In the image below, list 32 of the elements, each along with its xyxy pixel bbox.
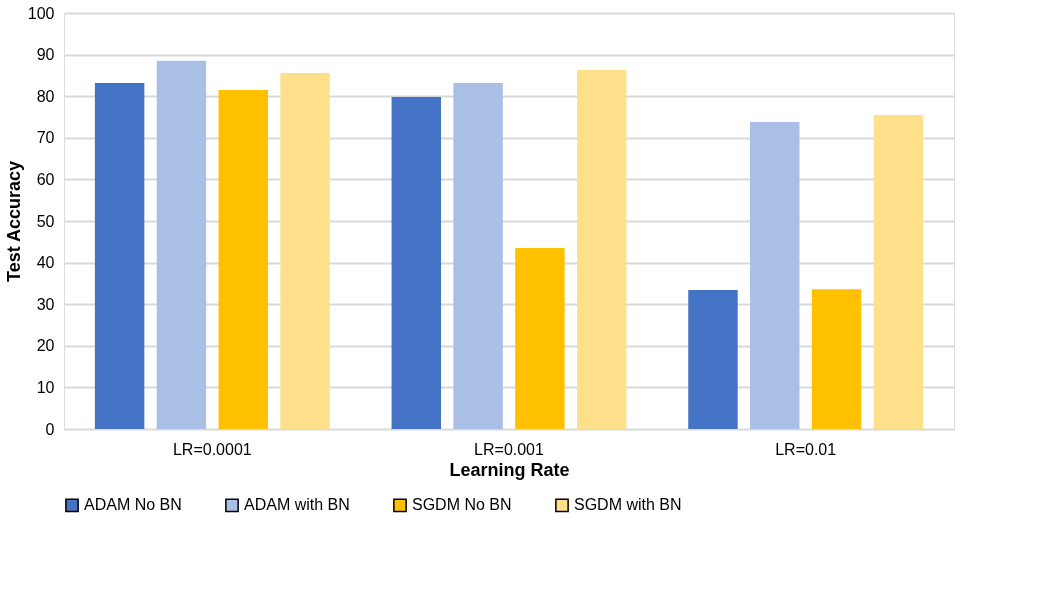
- legend-label: ADAM with BN: [244, 496, 350, 514]
- legend-label: ADAM No BN: [84, 496, 182, 514]
- bar: [280, 72, 330, 429]
- y-axis-title: Test Accuracy: [3, 160, 24, 283]
- y-tick-label: 0: [45, 420, 55, 438]
- legend-label: SGDM with BN: [574, 496, 682, 514]
- bar: [156, 60, 207, 429]
- bar: [873, 114, 924, 429]
- y-tick-label: 70: [36, 129, 55, 147]
- bar: [94, 82, 145, 429]
- x-tick-label: LR=0.0001: [172, 440, 252, 458]
- x-axis-title: Learning Rate: [449, 459, 570, 480]
- bar: [453, 82, 503, 429]
- y-tick-label: 50: [36, 212, 55, 230]
- y-tick-label: 20: [36, 337, 55, 355]
- x-tick-label: LR=0.001: [474, 440, 545, 458]
- legend-label: SGDM No BN: [412, 496, 512, 514]
- y-tick-label: 80: [36, 87, 55, 105]
- bar: [688, 290, 738, 429]
- bar: [218, 89, 268, 429]
- y-tick-label: 60: [36, 170, 55, 188]
- bar: [391, 97, 442, 429]
- y-tick-label: 90: [36, 46, 55, 64]
- bar: [576, 69, 627, 429]
- bar: [811, 289, 862, 429]
- bar: [750, 121, 800, 429]
- y-tick-label: 100: [27, 4, 55, 22]
- bar: [515, 248, 565, 429]
- x-tick-label: LR=0.01: [775, 440, 837, 458]
- y-tick-label: 30: [36, 295, 55, 313]
- y-tick-label: 10: [36, 378, 55, 396]
- y-tick-label: 40: [36, 254, 55, 272]
